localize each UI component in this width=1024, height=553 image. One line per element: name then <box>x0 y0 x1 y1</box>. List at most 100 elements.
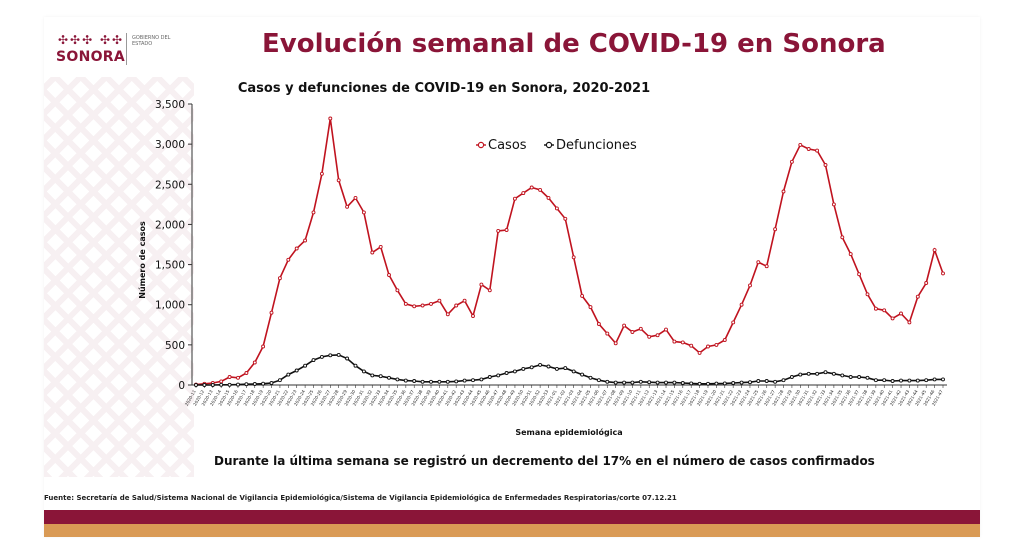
logo-word: SONORA <box>56 49 126 65</box>
data-point <box>538 187 543 192</box>
legend-label-defunciones: Defunciones <box>556 138 637 153</box>
legend-item-defunciones: Defunciones <box>544 138 637 153</box>
data-point <box>865 292 870 297</box>
data-point <box>731 320 736 325</box>
x-axis-label: Semana epidemiológica <box>515 427 622 437</box>
data-point <box>907 378 912 383</box>
data-point <box>781 378 786 383</box>
logo-separator <box>126 33 127 65</box>
y-tick-label: 1,500 <box>155 260 185 272</box>
x-tick-labels: 2020-112020-122020-132020-142020-152020-… <box>184 389 944 407</box>
data-point <box>294 246 299 251</box>
data-point <box>202 383 207 387</box>
data-point <box>672 339 677 344</box>
data-point <box>336 352 341 357</box>
data-point <box>252 360 257 365</box>
data-point <box>798 142 803 147</box>
chart: Casos y defunciones de COVID-19 en Sonor… <box>138 81 947 468</box>
data-point <box>445 379 450 384</box>
data-point <box>571 369 576 374</box>
chart-title: Casos y defunciones de COVID-19 en Sonor… <box>238 81 650 96</box>
data-point <box>244 371 249 375</box>
gov-logo-text: GOBIERNO DEL ESTADO <box>132 35 171 47</box>
data-point <box>722 338 727 342</box>
data-point <box>420 303 425 308</box>
data-point <box>403 301 408 306</box>
data-point <box>277 378 282 383</box>
data-point <box>554 366 559 371</box>
data-point <box>630 380 635 385</box>
data-point <box>286 257 291 262</box>
y-tick-label: 0 <box>178 380 185 392</box>
data-point <box>261 381 266 386</box>
data-point <box>899 311 903 316</box>
data-point <box>311 210 316 215</box>
data-point <box>252 382 257 386</box>
data-point <box>454 303 459 308</box>
data-point <box>596 322 601 326</box>
data-point <box>748 283 752 288</box>
data-point <box>395 288 400 293</box>
data-point <box>823 163 828 167</box>
data-point <box>361 210 366 215</box>
data-point <box>857 375 862 379</box>
data-point <box>487 288 492 293</box>
data-point <box>294 368 299 373</box>
data-point <box>756 379 761 383</box>
data-point <box>941 271 945 276</box>
data-point <box>764 379 769 383</box>
page-title: Evolución semanal de COVID-19 en Sonora <box>262 29 886 59</box>
data-point <box>378 244 383 249</box>
data-point <box>697 381 702 386</box>
data-point <box>412 379 417 383</box>
data-point <box>521 366 526 371</box>
data-point <box>512 196 517 201</box>
data-point <box>907 320 912 325</box>
data-point <box>756 260 761 265</box>
data-point <box>831 371 836 376</box>
data-point <box>630 330 635 334</box>
data-point <box>739 380 744 385</box>
data-point <box>588 305 593 310</box>
data-point <box>613 380 618 385</box>
decorative-pattern <box>44 77 194 477</box>
data-point <box>546 195 551 200</box>
data-point <box>739 302 744 307</box>
data-point <box>605 331 610 336</box>
data-point <box>806 147 811 151</box>
data-point <box>437 379 442 384</box>
data-point <box>924 378 929 383</box>
data-point <box>580 372 585 377</box>
data-point <box>403 378 408 383</box>
y-tick-label: 3,500 <box>155 99 185 111</box>
data-point <box>932 377 937 382</box>
data-point <box>319 354 324 359</box>
data-point <box>697 350 702 355</box>
data-point <box>529 185 534 190</box>
y-tick-label: 1,000 <box>155 300 185 312</box>
y-tick-labels: 0 500 1,000 1,500 2,000 2,500 3,000 3,500 <box>155 99 185 392</box>
data-point <box>504 228 509 232</box>
data-point <box>815 148 820 153</box>
data-point <box>454 379 459 384</box>
data-point <box>588 375 593 380</box>
data-point <box>664 380 668 385</box>
series-group <box>194 116 945 387</box>
data-point <box>378 374 383 379</box>
data-point <box>261 344 266 349</box>
data-point <box>823 370 828 375</box>
data-point <box>328 353 333 358</box>
data-point <box>638 326 643 331</box>
data-point <box>706 344 710 349</box>
data-point <box>412 304 417 309</box>
data-point <box>269 381 274 385</box>
data-point <box>529 365 534 370</box>
series-defunciones <box>194 352 945 387</box>
y-axis-label: Número de casos <box>138 221 147 299</box>
data-point <box>269 310 274 315</box>
data-point <box>227 375 232 379</box>
data-point <box>899 378 903 383</box>
data-point <box>890 316 895 321</box>
data-point <box>789 375 794 379</box>
data-point <box>672 380 677 385</box>
